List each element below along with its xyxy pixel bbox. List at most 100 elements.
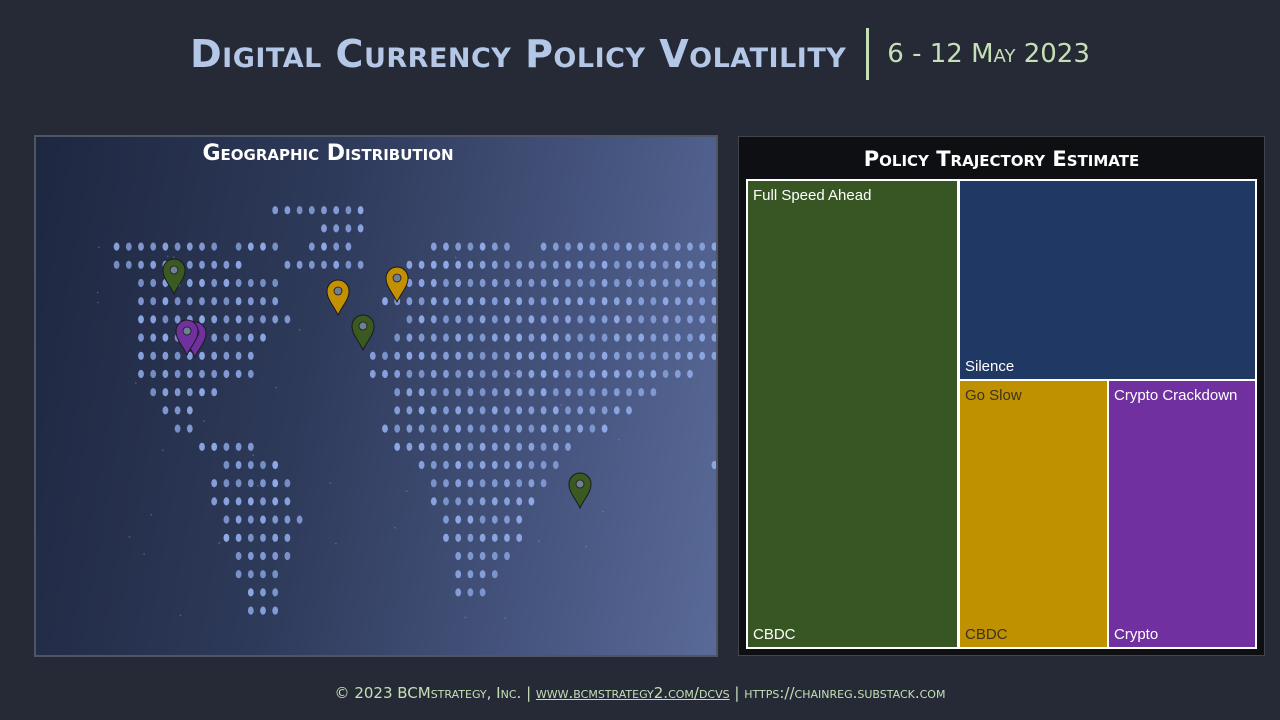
pin-north-america-icon[interactable] bbox=[162, 258, 186, 296]
treemap-cell-silence[interactable]: Silence bbox=[958, 179, 1257, 381]
map-speck bbox=[218, 542, 221, 544]
map-dot bbox=[162, 388, 169, 397]
map-dot bbox=[491, 315, 498, 324]
map-dot bbox=[150, 260, 157, 269]
map-dot bbox=[552, 388, 559, 397]
map-dot bbox=[443, 242, 449, 251]
map-dot bbox=[211, 351, 218, 360]
map-dot bbox=[516, 479, 523, 488]
map-dot bbox=[491, 406, 498, 415]
map-dot bbox=[540, 388, 547, 397]
map-dot bbox=[113, 260, 120, 269]
map-dot bbox=[674, 333, 681, 342]
map-dot bbox=[516, 460, 523, 470]
map-dot bbox=[247, 333, 254, 342]
treemap-panel: Policy Trajectory Estimate Full Speed Ah… bbox=[738, 136, 1265, 656]
map-dot bbox=[296, 206, 303, 215]
map-dot bbox=[186, 406, 193, 415]
map-dot bbox=[223, 533, 230, 542]
map-dot bbox=[186, 278, 193, 288]
map-dot bbox=[613, 406, 620, 415]
map-dot bbox=[479, 515, 486, 524]
map-dot bbox=[528, 369, 535, 379]
map-speck bbox=[150, 513, 153, 516]
map-dot bbox=[601, 424, 608, 433]
map-dot bbox=[662, 278, 669, 288]
pin-us-b-icon[interactable] bbox=[175, 319, 199, 357]
map-speck bbox=[188, 262, 190, 265]
map-dot bbox=[467, 424, 474, 433]
pin-europe-west-icon[interactable] bbox=[326, 279, 350, 317]
map-dot bbox=[613, 260, 620, 269]
map-dot bbox=[382, 297, 388, 306]
map-dot bbox=[321, 206, 327, 215]
map-dot bbox=[711, 278, 716, 288]
map-dot bbox=[260, 297, 266, 306]
substack-link[interactable]: https://chainreg.substack.com bbox=[744, 684, 946, 702]
map-dot bbox=[272, 460, 279, 470]
map-dot bbox=[150, 297, 157, 306]
map-dot bbox=[479, 406, 486, 415]
treemap-cell-crypto-crackdown[interactable]: Crypto Crackdown Crypto bbox=[1107, 379, 1257, 649]
map-dot bbox=[504, 333, 510, 342]
map-dot bbox=[662, 369, 669, 379]
map-dot bbox=[687, 315, 693, 324]
map-dot bbox=[174, 315, 181, 324]
map-dot bbox=[394, 442, 401, 451]
map-dot bbox=[687, 369, 693, 379]
treemap-cell-go-slow[interactable]: Go Slow CBDC bbox=[958, 379, 1109, 649]
map-dot bbox=[443, 460, 449, 470]
map-dot bbox=[699, 278, 706, 288]
map-dot bbox=[577, 260, 584, 269]
map-dot bbox=[150, 278, 157, 288]
map-dot bbox=[687, 260, 693, 269]
map-dot bbox=[552, 369, 559, 379]
map-dot bbox=[235, 297, 242, 306]
map-dot bbox=[540, 479, 547, 488]
map-dot bbox=[369, 369, 376, 379]
map-dot bbox=[516, 406, 523, 415]
map-dot bbox=[516, 315, 523, 324]
map-dot bbox=[260, 460, 266, 470]
map-dot bbox=[467, 551, 474, 561]
map-dot bbox=[504, 242, 510, 251]
website-link[interactable]: www.bcmstrategy2.com/dcvs bbox=[535, 684, 730, 702]
map-dot bbox=[650, 315, 657, 324]
map-dot bbox=[430, 369, 437, 379]
map-dot bbox=[552, 278, 559, 288]
map-dot bbox=[650, 388, 657, 397]
map-dot bbox=[589, 260, 596, 269]
map-dot bbox=[516, 369, 523, 379]
map-dot bbox=[235, 242, 242, 251]
map-dot bbox=[540, 297, 547, 306]
map-speck bbox=[128, 536, 131, 538]
map-dot bbox=[711, 242, 716, 251]
map-dot bbox=[565, 315, 571, 324]
map-speck bbox=[199, 373, 201, 376]
map-dot bbox=[223, 369, 230, 379]
pin-mediterranean-icon[interactable] bbox=[351, 314, 375, 352]
treemap-cell-full-speed-ahead[interactable]: Full Speed Ahead CBDC bbox=[746, 179, 959, 649]
map-dot bbox=[504, 442, 510, 451]
map-dot bbox=[638, 388, 645, 397]
map-dot bbox=[272, 497, 279, 506]
map-dot bbox=[601, 406, 608, 415]
map-dot bbox=[260, 606, 266, 615]
map-dot bbox=[357, 260, 364, 269]
map-dot bbox=[443, 351, 449, 360]
pin-europe-east-icon[interactable] bbox=[385, 266, 409, 304]
map-dot bbox=[491, 551, 498, 561]
map-dot bbox=[272, 588, 279, 597]
map-dot bbox=[516, 515, 523, 524]
pin-southeast-asia-icon[interactable] bbox=[568, 472, 592, 510]
map-dot bbox=[138, 278, 144, 288]
map-dot bbox=[418, 333, 425, 342]
map-dot bbox=[260, 242, 266, 251]
map-dot bbox=[272, 297, 279, 306]
map-dot bbox=[455, 515, 462, 524]
map-dot bbox=[199, 351, 205, 360]
map-dot bbox=[589, 333, 596, 342]
map-dot bbox=[443, 260, 449, 269]
map-dot bbox=[491, 460, 498, 470]
map-dot bbox=[455, 260, 462, 269]
